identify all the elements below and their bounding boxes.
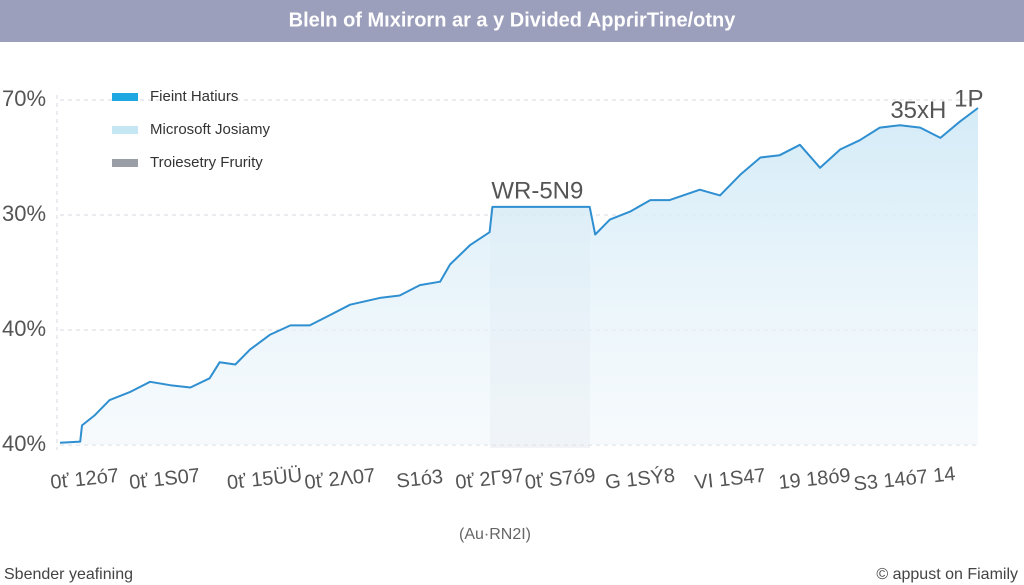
x-tick-label: S1ó3	[395, 466, 444, 493]
legend-swatch	[112, 93, 138, 101]
x-tick-label: 19 18ó9	[777, 465, 851, 494]
x-tick-label: 0ť 12ó7	[49, 465, 120, 494]
x-tick-label: 0ť S7ó9	[524, 465, 597, 494]
x-tick-label: 0ť 1S07	[128, 465, 201, 494]
y-tick-label: 40%	[2, 431, 46, 456]
chart-title: Bleln of Mıxirorn ar a y Divided AppɾirT…	[289, 9, 737, 31]
legend-label: Fieint Hatiurs	[150, 88, 238, 105]
footer-right: © appust on Fiamily	[876, 566, 1018, 583]
y-tick-label: 70%	[2, 86, 46, 111]
y-tick-label: 40%	[2, 316, 46, 341]
legend-swatch	[112, 126, 138, 134]
legend-label: Troiesetry Frurity	[150, 154, 263, 171]
x-tick-label: 0ť 2Λ07	[303, 465, 376, 494]
footer-left: Sbender yeafining	[4, 566, 133, 583]
annotation: 35xH	[890, 97, 946, 124]
x-tick-label: 0ť 15ÜÜ	[226, 464, 303, 494]
line-series	[59, 107, 979, 444]
annotation: WR-5N9	[491, 177, 583, 204]
y-tick-label: 30%	[2, 201, 46, 226]
x-tick-label: G 1SÝ8	[604, 464, 676, 494]
legend-label: Microsoft Josiamy	[150, 121, 271, 138]
legend-swatch	[112, 159, 138, 167]
x-axis-label: (Au·RN2I)	[459, 526, 531, 543]
title-bar	[0, 0, 1024, 42]
annotation: 1P	[954, 85, 983, 112]
x-tick-label: 0ť 2Г97	[454, 465, 524, 494]
x-tick-label: S3 14ó7 14	[852, 463, 956, 496]
x-tick-label: VΙ 1S47	[694, 465, 767, 494]
line-area	[60, 108, 978, 445]
